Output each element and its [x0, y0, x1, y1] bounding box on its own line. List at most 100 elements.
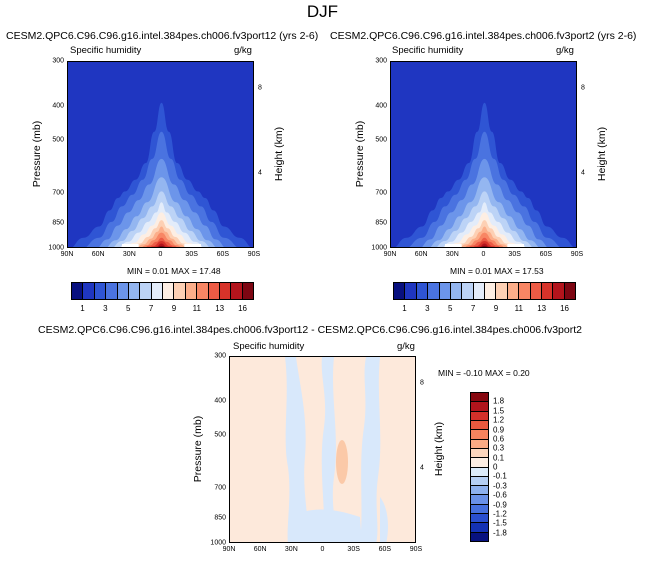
panel2-height-tick-0: 8: [581, 84, 585, 92]
figure-title: DJF: [306, 2, 339, 21]
panel1-contour-plot: [68, 62, 253, 247]
panel3-x-tick-0: 90N: [222, 546, 236, 553]
panel1-contour-band-13: [154, 243, 169, 247]
panel1-colorbar-label-7: 16: [238, 304, 248, 313]
panel2-x-tick-0: 90N: [383, 251, 397, 258]
panel1-colorbar-label-0: 1: [80, 304, 85, 313]
panel1-y-tick-3: 700: [52, 189, 64, 197]
panel3-colorbar-label-9: -0.3: [493, 481, 507, 491]
panel3-colorbar-label-4: 0.6: [493, 434, 505, 444]
panel3-colorbar-label-3: 0.9: [493, 425, 505, 434]
panel3-colorbar-label-1: 1.5: [493, 406, 505, 416]
panel1-x-tick-3: 0: [158, 251, 163, 258]
panel3-colorbar-swatch-11: [471, 495, 488, 505]
panel1-height-tick-0: 8: [258, 84, 262, 92]
panel1-colorbar-swatch-12: [208, 283, 220, 299]
panel2-colorbar: [393, 282, 576, 300]
panel1-colorbar-label-5: 11: [192, 304, 201, 313]
panel1-colorbar-swatch-8: [163, 283, 175, 299]
panel3-colorbar-label-13: -1.5: [493, 518, 507, 528]
panel1-y-tick-5: 1000: [48, 244, 64, 252]
panel1-title: CESM2.QPC6.C96.C96.g16.intel.384pes.ch00…: [6, 30, 319, 42]
panel3-x-tick-5: 60S: [378, 546, 392, 553]
panel2-colorbar-swatch-4: [439, 283, 451, 299]
panel3-colorbar-swatch-10: [471, 486, 488, 496]
panel3-units: g/kg: [397, 341, 415, 352]
panel1-x-tick-2: 30N: [122, 251, 136, 258]
panel3-colorbar-label-11: -0.9: [493, 500, 507, 509]
panel1-y-axis-title: Pressure (mb): [31, 120, 43, 188]
panel2-colorbar-swatch-12: [530, 283, 542, 299]
panel1-colorbar-label-3: 7: [148, 304, 154, 313]
panel3-x-tick-1: 60N: [253, 546, 267, 553]
panel1-x-tick-5: 60S: [216, 251, 230, 258]
panel3-y-tick-2: 500: [214, 431, 226, 439]
panel2-colorbar-swatch-0: [394, 283, 406, 299]
panel2-x-tick-1: 60N: [414, 251, 428, 258]
panel1-colorbar-swatch-15: [242, 283, 253, 299]
panel2-y-axis-title: Pressure (mb): [354, 120, 366, 188]
panel2-y-tick-3: 700: [375, 189, 387, 197]
panel1-surface-mask-0: [122, 244, 139, 247]
panel1-colorbar-label-2: 5: [125, 304, 131, 313]
panel1-units: g/kg: [234, 45, 252, 56]
panel2-y-tick-5: 1000: [371, 244, 387, 252]
panel2-contour-band-13: [477, 243, 492, 247]
panel1-x-tick-0: 90N: [60, 251, 74, 258]
panel2-colorbar-swatch-6: [462, 283, 474, 299]
panel3-colorbar-swatch-5: [471, 439, 488, 449]
panel3-y-axis-title: Pressure (mb): [192, 415, 204, 483]
panel2-colorbar-swatch-5: [450, 283, 463, 299]
panel3-colorbar-swatch-9: [471, 476, 488, 487]
panel3-height-axis-title: Height (km): [433, 421, 445, 477]
panel3-colorbar-swatch-12: [471, 504, 488, 515]
panel3-plot: [229, 356, 416, 543]
panel2-x-tick-5: 60S: [539, 251, 553, 258]
panel1-colorbar-label-6: 13: [215, 304, 225, 313]
panel1-x-tick-4: 30S: [185, 251, 198, 258]
panel2-colorbar-swatch-14: [553, 283, 565, 299]
panel2-contour-plot: [391, 62, 576, 247]
panel3-colorbar-swatch-7: [471, 458, 488, 468]
panel2-min-max: MIN = 0.01 MAX = 17.53: [450, 266, 544, 276]
panel2-variable: Specific humidity: [392, 45, 464, 56]
panel1-colorbar-swatch-5: [128, 283, 141, 299]
panel3-min-max: MIN = -0.10 MAX = 0.20: [438, 368, 530, 378]
panel1-colorbar-swatch-3: [106, 283, 118, 299]
panel1-colorbar-swatch-13: [219, 283, 232, 299]
panel2-x-tick-3: 0: [481, 251, 486, 258]
panel2-colorbar-swatch-3: [428, 283, 440, 299]
panel3-colorbar: [470, 392, 489, 542]
panel3-colorbar-label-2: 1.2: [493, 415, 505, 425]
panel2-y-tick-0: 300: [375, 57, 387, 65]
panel2-colorbar-swatch-1: [405, 283, 417, 299]
panel3-colorbar-label-5: 0.3: [493, 443, 505, 453]
panel3-negative-region-1: [321, 357, 336, 542]
panel2-colorbar-swatch-8: [485, 283, 497, 299]
panel3-height-tick-1: 4: [420, 464, 424, 472]
panel3-colorbar-label-0: 1.8: [493, 396, 505, 406]
panel3-contour-plot: [230, 357, 415, 542]
panel3-y-tick-0: 300: [214, 352, 226, 360]
panel1-colorbar-swatch-11: [197, 283, 209, 299]
panel3-y-tick-3: 700: [214, 484, 226, 492]
panel1-x-tick-6: 90S: [247, 251, 261, 258]
panel3-negative-region-0: [285, 357, 310, 542]
panel1-x-tick-1: 60N: [91, 251, 105, 258]
panel1-colorbar-swatch-0: [72, 283, 84, 299]
panel1-y-tick-2: 500: [52, 136, 64, 144]
panel1-colorbar-swatch-2: [94, 283, 107, 299]
panel3-colorbar-label-12: -1.2: [493, 509, 507, 519]
panel1-colorbar-swatch-14: [231, 283, 243, 299]
panel3-colorbar-label-10: -0.6: [493, 490, 507, 500]
panel1-y-tick-4: 850: [52, 219, 64, 227]
panel3-colorbar-swatch-4: [471, 430, 488, 440]
panel2-surface-mask-1: [507, 244, 524, 247]
panel1-colorbar-swatch-6: [140, 283, 152, 299]
panel1-colorbar-swatch-1: [83, 283, 95, 299]
panel1-contour-band-14: [158, 245, 165, 247]
panel2-plot: [390, 61, 577, 248]
panel3-positive-anomaly: [336, 440, 348, 484]
panel1-colorbar-swatch-7: [151, 283, 163, 299]
panel3-colorbar-swatch-15: [471, 532, 488, 541]
